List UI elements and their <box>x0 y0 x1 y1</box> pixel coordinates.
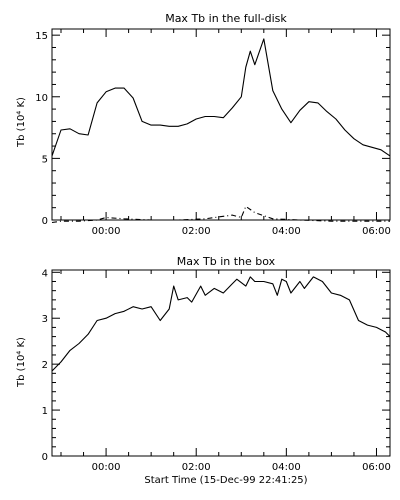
y-tick-label: 3 <box>42 314 48 325</box>
y-tick-label: 15 <box>35 31 48 42</box>
x-tick-label: 02:00 <box>182 462 211 473</box>
y-axis-label: Tb (10⁴ K) <box>16 97 27 148</box>
x-tick-label: 04:00 <box>272 462 301 473</box>
series-line <box>51 38 391 157</box>
panel-box: Max Tb in the box Tb (10⁴ K) Start Time … <box>16 255 391 486</box>
x-tick-label: 02:00 <box>182 226 211 237</box>
x-tick-label: 00:00 <box>92 226 121 237</box>
x-tick-label: 06:00 <box>362 462 391 473</box>
axis-ticks: 00:00 02:00 04:00 06:00 0 1 2 3 4 <box>42 268 391 473</box>
series-group <box>51 38 391 224</box>
x-tick-label: 04:00 <box>272 226 301 237</box>
panel-full-disk: Max Tb in the full-disk Tb (10⁴ K) 00:00… <box>16 12 391 237</box>
plot-frame <box>51 269 391 457</box>
chart-title: Max Tb in the box <box>177 255 276 268</box>
x-tick-label: 00:00 <box>92 462 121 473</box>
x-axis-label: Start Time (15-Dec-99 22:41:25) <box>144 475 307 486</box>
x-tick-label: 06:00 <box>362 226 391 237</box>
y-tick-label: 1 <box>42 406 48 417</box>
y-tick-label: 0 <box>42 452 48 463</box>
y-axis-label: Tb (10⁴ K) <box>16 337 27 388</box>
plot-frame <box>51 28 391 221</box>
y-tick-label: 4 <box>42 268 48 279</box>
y-tick-label: 10 <box>35 93 48 104</box>
y-tick-label: 5 <box>42 154 48 165</box>
series-line <box>51 205 390 224</box>
chart-title: Max Tb in the full-disk <box>165 12 287 25</box>
y-tick-label: 2 <box>42 360 48 371</box>
axis-ticks: 00:00 02:00 04:00 06:00 0 5 10 15 <box>35 29 391 237</box>
series-group <box>51 276 391 372</box>
series-line <box>51 276 391 372</box>
y-tick-label: 0 <box>42 216 48 227</box>
